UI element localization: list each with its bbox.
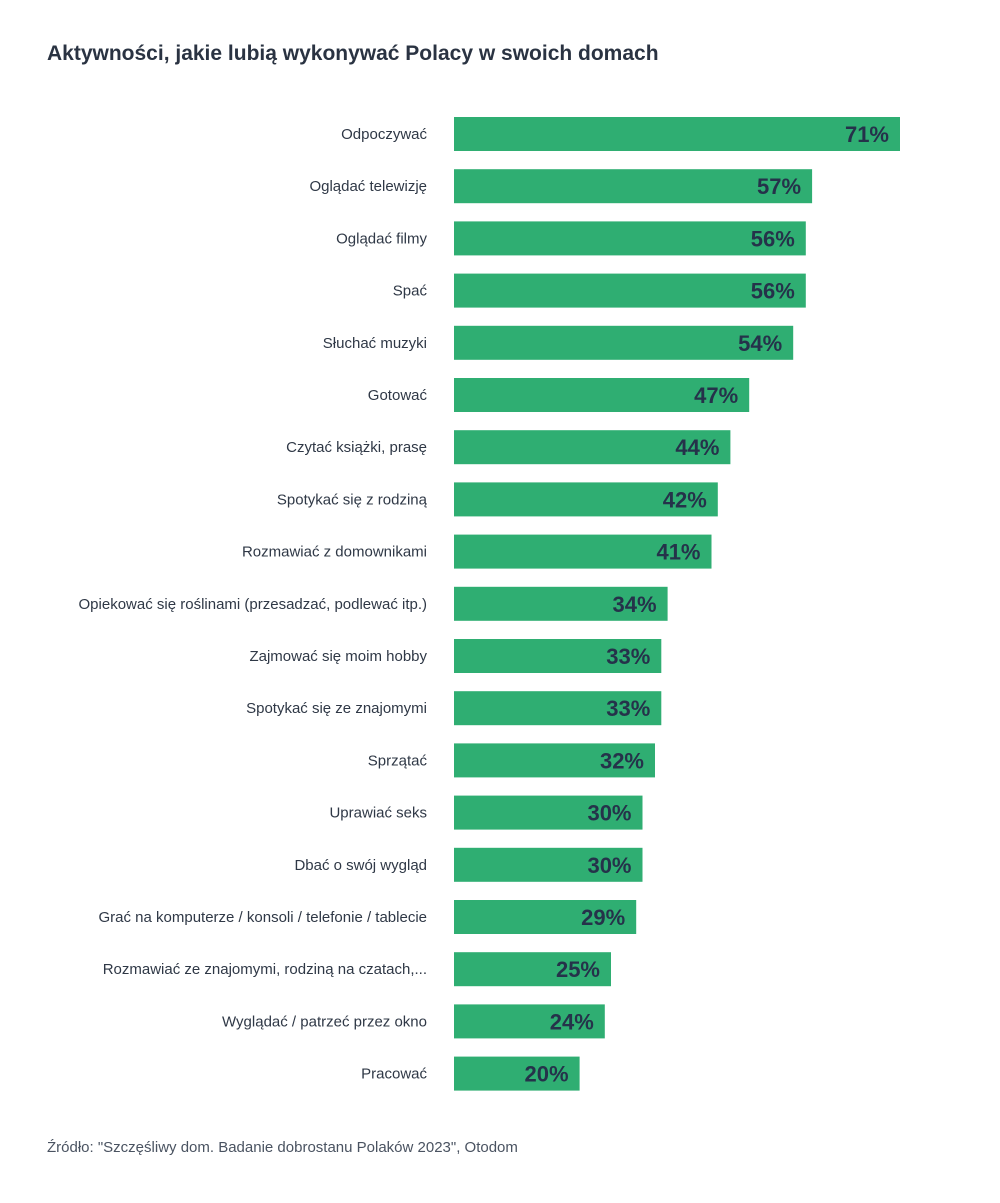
bar (454, 691, 662, 726)
category-label: Gotować (368, 387, 428, 404)
category-label: Uprawiać seks (329, 805, 427, 822)
value-label: 25% (556, 957, 600, 982)
bar (454, 1004, 605, 1039)
bar (454, 482, 718, 517)
category-label: Spać (393, 283, 428, 300)
value-label: 44% (675, 435, 719, 460)
category-label: Grać na komputerze / konsoli / telefonie… (98, 909, 427, 926)
bar (454, 221, 806, 256)
value-label: 33% (606, 644, 650, 669)
category-label: Oglądać filmy (336, 230, 427, 247)
value-label: 57% (757, 174, 801, 199)
bar (454, 639, 662, 673)
category-label: Rozmawiać z domownikami (242, 544, 427, 561)
value-label: 24% (550, 1009, 594, 1034)
value-label: 29% (581, 905, 625, 930)
value-label: 30% (587, 801, 631, 826)
bar (454, 117, 900, 151)
bar (454, 900, 637, 934)
bar (454, 1056, 580, 1091)
category-label: Spotykać się ze znajomymi (246, 700, 427, 717)
bar (454, 586, 668, 621)
bar (454, 169, 813, 204)
category-label: Wyglądać / patrzeć przez okno (222, 1013, 427, 1030)
bar (454, 325, 794, 360)
category-label: Spotykać się z rodziną (277, 491, 428, 508)
category-label: Oglądać telewizję (309, 178, 427, 195)
bar (454, 847, 643, 882)
bar (454, 534, 712, 569)
category-label: Sprzątać (368, 752, 428, 769)
value-label: 56% (751, 279, 795, 304)
chart-title: Aktywności, jakie lubią wykonywać Polacy… (47, 42, 659, 65)
category-label: Rozmawiać ze znajomymi, rodziną na czata… (103, 961, 427, 978)
value-label: 54% (738, 331, 782, 356)
category-label: Odpoczywać (341, 126, 427, 143)
value-label: 30% (587, 853, 631, 878)
value-label: 34% (613, 592, 657, 617)
category-label: Zajmować się moim hobby (249, 648, 427, 665)
category-label: Czytać książki, prasę (286, 439, 427, 456)
bar (454, 743, 655, 778)
value-label: 20% (525, 1062, 569, 1087)
bar (454, 795, 643, 830)
value-label: 42% (663, 487, 707, 512)
category-label: Dbać o swój wygląd (294, 857, 427, 874)
bar (454, 378, 750, 412)
bar (454, 273, 806, 308)
value-label: 56% (751, 226, 795, 251)
value-label: 71% (845, 122, 889, 147)
value-label: 41% (656, 540, 700, 565)
category-label: Opiekować się roślinami (przesadzać, pod… (79, 596, 427, 613)
bar (454, 430, 731, 465)
category-label: Pracować (361, 1066, 427, 1083)
bar (454, 952, 611, 987)
value-label: 47% (694, 383, 738, 408)
value-label: 33% (606, 696, 650, 721)
value-label: 32% (600, 748, 644, 773)
category-label: Słuchać muzyki (323, 335, 427, 352)
source-note: Źródło: "Szczęśliwy dom. Badanie dobrost… (47, 1139, 518, 1156)
